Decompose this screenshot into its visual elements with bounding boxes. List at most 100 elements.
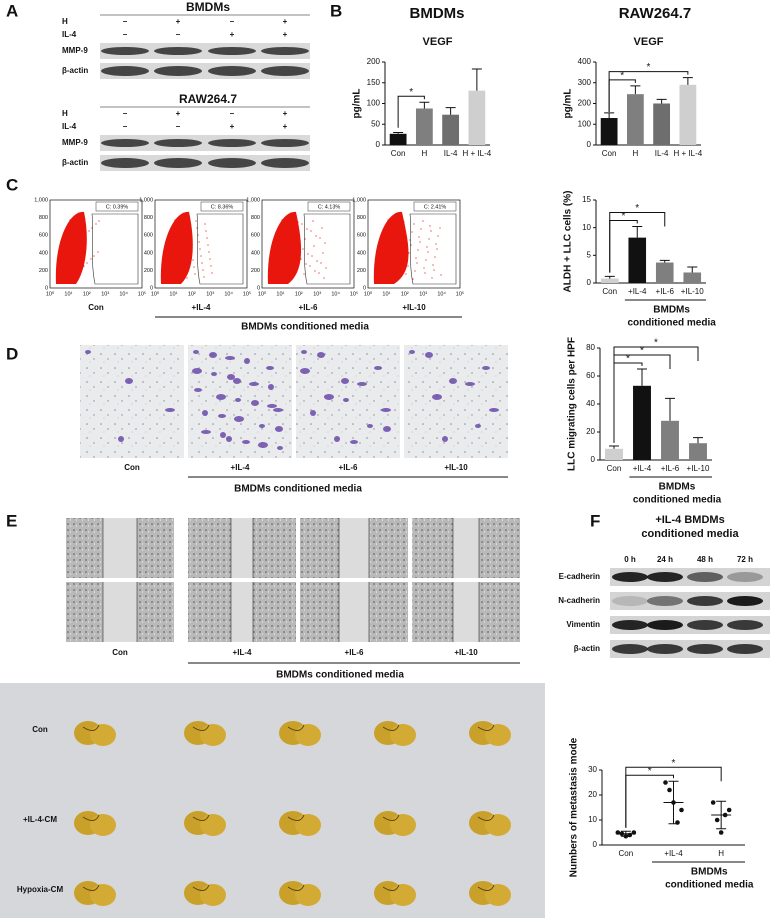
sign: – — [123, 122, 128, 131]
flow-x-tick: 10² — [188, 291, 196, 297]
bar — [661, 420, 679, 460]
flow-event — [292, 276, 294, 278]
flow-event — [325, 267, 327, 269]
error-bar — [668, 780, 679, 825]
image-label: +IL-10 — [444, 463, 468, 472]
lung-fold — [382, 884, 400, 891]
stained-cell — [334, 436, 340, 442]
flow-event — [208, 251, 210, 253]
significance-mark: * — [640, 346, 644, 357]
flow-event — [427, 251, 429, 253]
image-label: +IL-10 — [454, 648, 478, 657]
flow-event — [390, 258, 392, 260]
flow-event — [423, 267, 425, 269]
error-bar — [620, 830, 631, 837]
flow-event — [312, 220, 314, 222]
x-tick-label: +IL-4 — [633, 464, 652, 473]
flow-event — [439, 227, 441, 229]
stained-cell — [383, 426, 391, 432]
plot-label: +IL-4 — [192, 303, 211, 312]
row-label: IL-4 — [62, 122, 77, 131]
band — [208, 66, 256, 76]
flow-x-tick: 10⁴ — [437, 290, 446, 297]
flow-event — [82, 266, 84, 268]
flow-event — [207, 244, 209, 246]
band — [154, 47, 202, 55]
band-label: MMP-9 — [62, 138, 88, 147]
flow-event — [194, 273, 196, 275]
panel-label: B — [330, 1, 342, 20]
flow-event — [322, 252, 324, 254]
y-tick-label: 80 — [586, 343, 595, 352]
flow-y-tick: 600 — [144, 233, 153, 239]
flow-event — [321, 227, 323, 229]
flow-event — [287, 249, 289, 251]
y-tick-label: 100 — [578, 119, 592, 128]
chart-title: VEGF — [423, 36, 453, 48]
band — [101, 158, 149, 168]
flow-event — [293, 241, 295, 243]
gate-box — [413, 201, 457, 212]
y-tick-label: 200 — [367, 57, 381, 66]
flow-y-tick: 800 — [251, 215, 260, 221]
flow-event — [397, 263, 399, 265]
band — [687, 644, 723, 654]
migration-image — [404, 345, 508, 458]
error-bar — [604, 275, 615, 279]
flow-event — [186, 277, 188, 279]
significance-bracket — [625, 766, 722, 828]
y-tick-label: 0 — [593, 840, 598, 849]
stained-cell — [226, 436, 232, 442]
band-label: E-cadherin — [559, 572, 600, 581]
band — [647, 572, 683, 582]
flow-event — [406, 260, 408, 262]
flow-y-tick: 200 — [39, 268, 48, 274]
sign: + — [283, 17, 288, 26]
flow-y-tick: 200 — [144, 268, 153, 274]
flow-x-tick: 10⁴ — [224, 290, 233, 297]
flow-event — [187, 224, 189, 226]
significance-mark: * — [620, 71, 624, 82]
flow-event — [400, 242, 402, 244]
migration-image — [188, 345, 292, 458]
flow-event — [309, 265, 311, 267]
panel-label: D — [6, 344, 18, 363]
lung — [200, 724, 226, 746]
dot — [710, 800, 716, 805]
gate — [91, 213, 139, 285]
stained-cell — [216, 394, 226, 400]
flow-event — [435, 243, 437, 245]
stained-cell — [465, 382, 475, 386]
lung-fold — [382, 814, 400, 821]
stained-cell — [165, 408, 175, 412]
stained-cell — [482, 366, 490, 370]
blot-strip — [100, 43, 310, 59]
lung-fold — [287, 814, 305, 821]
gate — [409, 213, 457, 285]
band — [612, 572, 648, 582]
flow-event — [200, 255, 202, 257]
plot-label: +IL-6 — [299, 303, 318, 312]
band — [154, 158, 202, 168]
stained-cell — [220, 432, 226, 438]
error-bar — [471, 68, 482, 91]
flow-event — [302, 248, 304, 250]
flow-event — [75, 273, 77, 275]
x-axis-label: conditioned media — [665, 880, 754, 891]
flow-y-tick: 600 — [39, 233, 48, 239]
lung — [485, 724, 511, 746]
image-label: Con — [112, 648, 128, 657]
flow-event — [436, 248, 438, 250]
stained-cell — [258, 442, 268, 448]
flow-event — [313, 245, 315, 247]
lung-fold — [82, 724, 100, 731]
x-tick-label: +IL-6 — [656, 287, 675, 296]
flow-x-tick: 10⁵ — [243, 290, 251, 297]
significance-mark: * — [635, 203, 639, 214]
dot — [679, 807, 684, 813]
band — [208, 158, 256, 168]
flow-x-tick: 10⁰ — [258, 290, 267, 297]
lung-fold — [477, 724, 495, 731]
band — [727, 620, 763, 630]
flow-event — [193, 266, 195, 268]
